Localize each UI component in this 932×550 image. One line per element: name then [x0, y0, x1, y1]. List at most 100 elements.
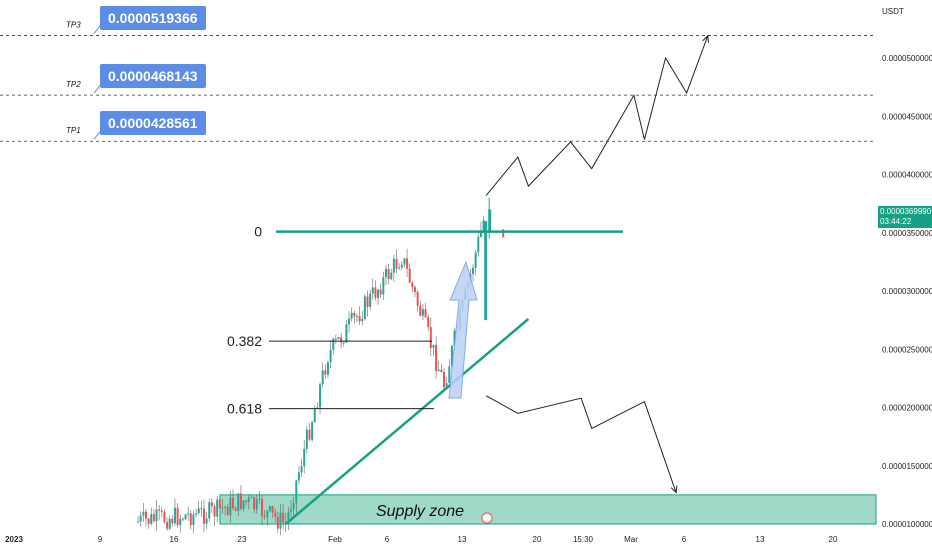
candle-body [210, 502, 213, 507]
candle-body [429, 327, 432, 348]
candle-body [482, 220, 485, 231]
candle-body [232, 497, 234, 509]
candle-body [313, 408, 316, 423]
candle-body [290, 509, 293, 512]
candle-body [303, 448, 306, 467]
candle-body [261, 498, 264, 517]
event-marker-icon [481, 512, 493, 524]
tp2-price-label[interactable]: 0.0000468143 [100, 64, 206, 88]
x-tick-label: 13 [458, 535, 467, 544]
y-tick-label: 0.0000300000 [882, 287, 932, 296]
candle-body [406, 258, 409, 269]
candle-body [295, 480, 298, 504]
candle-body [419, 305, 422, 316]
candle-body [398, 267, 401, 269]
candle-body [242, 500, 245, 509]
candle-body [361, 318, 364, 322]
x-tick-label: 15:30 [573, 535, 594, 544]
candle-body [363, 296, 366, 319]
candle-body [181, 518, 184, 520]
candle-body [297, 472, 300, 481]
bullish-projection-path [485, 35, 709, 196]
candle-body [411, 282, 414, 288]
candle-body [163, 511, 166, 523]
current-price-tag: 0.0000369990 03:44:22 [878, 206, 932, 228]
candle-body [171, 518, 174, 524]
candle-body [245, 500, 248, 502]
candle-body [358, 315, 361, 322]
candle-body [160, 510, 163, 512]
x-tick-label: 13 [756, 535, 765, 544]
candle-body [166, 522, 169, 529]
candle-body [479, 230, 482, 237]
candle-body [366, 296, 369, 307]
candle-body [427, 317, 430, 328]
candle-body [450, 345, 453, 367]
candle-body [350, 312, 353, 319]
candle-body [387, 268, 390, 280]
candle-body [279, 512, 282, 529]
ascending-trendline [284, 318, 530, 525]
candle-body [282, 512, 285, 523]
candle-body [195, 513, 198, 515]
candle-body [258, 498, 261, 500]
candle-body [202, 508, 205, 524]
candle-body [371, 287, 374, 294]
candle-body [390, 272, 393, 280]
y-tick-label: 0.0000200000 [882, 404, 932, 413]
currency-label: USDT [882, 7, 904, 16]
candle-body [200, 508, 203, 510]
candle-body [408, 268, 411, 283]
candle-body [266, 510, 269, 518]
candle-body [187, 513, 190, 515]
candle-body [142, 511, 145, 516]
candle-body [374, 287, 377, 298]
candle-body [216, 499, 219, 517]
candle-body [284, 522, 287, 524]
candle-body [276, 516, 279, 529]
candle-body [472, 267, 475, 275]
candle-body [179, 518, 182, 526]
candle-body [189, 513, 192, 526]
current-candle [502, 229, 505, 238]
candle-body [337, 337, 340, 339]
candle-body [158, 509, 161, 511]
candle-body [432, 344, 435, 348]
candle-body [340, 337, 343, 343]
candle-body [168, 518, 171, 529]
candle-body [474, 252, 477, 268]
candle-body [311, 422, 314, 440]
candle-body [300, 466, 303, 473]
y-tick-label: 0.0000250000 [882, 345, 932, 354]
candle-body [144, 511, 147, 519]
candle-body [263, 516, 266, 518]
candle-body [377, 289, 380, 298]
y-tick-label: 0.0000100000 [882, 520, 932, 529]
y-tick-label: 0.0000350000 [882, 229, 932, 238]
candle-body [379, 289, 382, 295]
tp1-price-label[interactable]: 0.0000428561 [100, 111, 206, 135]
candle-body [413, 287, 416, 292]
bearish-projection-path-arrowhead [670, 485, 678, 494]
fib-label-0: 0 [254, 224, 262, 240]
candle-body [392, 258, 395, 273]
candle-body [226, 506, 229, 516]
bullish-projection-path-arrowhead [702, 34, 709, 43]
candle-body [437, 369, 440, 372]
candle-body [395, 258, 398, 269]
candle-body [274, 512, 277, 517]
candle-body [268, 506, 271, 511]
candle-body [369, 293, 372, 307]
target-name-tp1: TP1 [66, 126, 81, 135]
candle-body [416, 291, 419, 306]
candle-body [197, 508, 200, 514]
x-tick-label: 23 [238, 535, 247, 544]
candle-body [147, 518, 150, 524]
candle-body [477, 236, 480, 253]
candle-body [342, 342, 345, 344]
candle-body [139, 515, 142, 522]
tp3-price-label[interactable]: 0.0000519366 [100, 6, 206, 30]
x-tick-label: 20 [533, 535, 542, 544]
y-tick-label: 0.0000150000 [882, 462, 932, 471]
